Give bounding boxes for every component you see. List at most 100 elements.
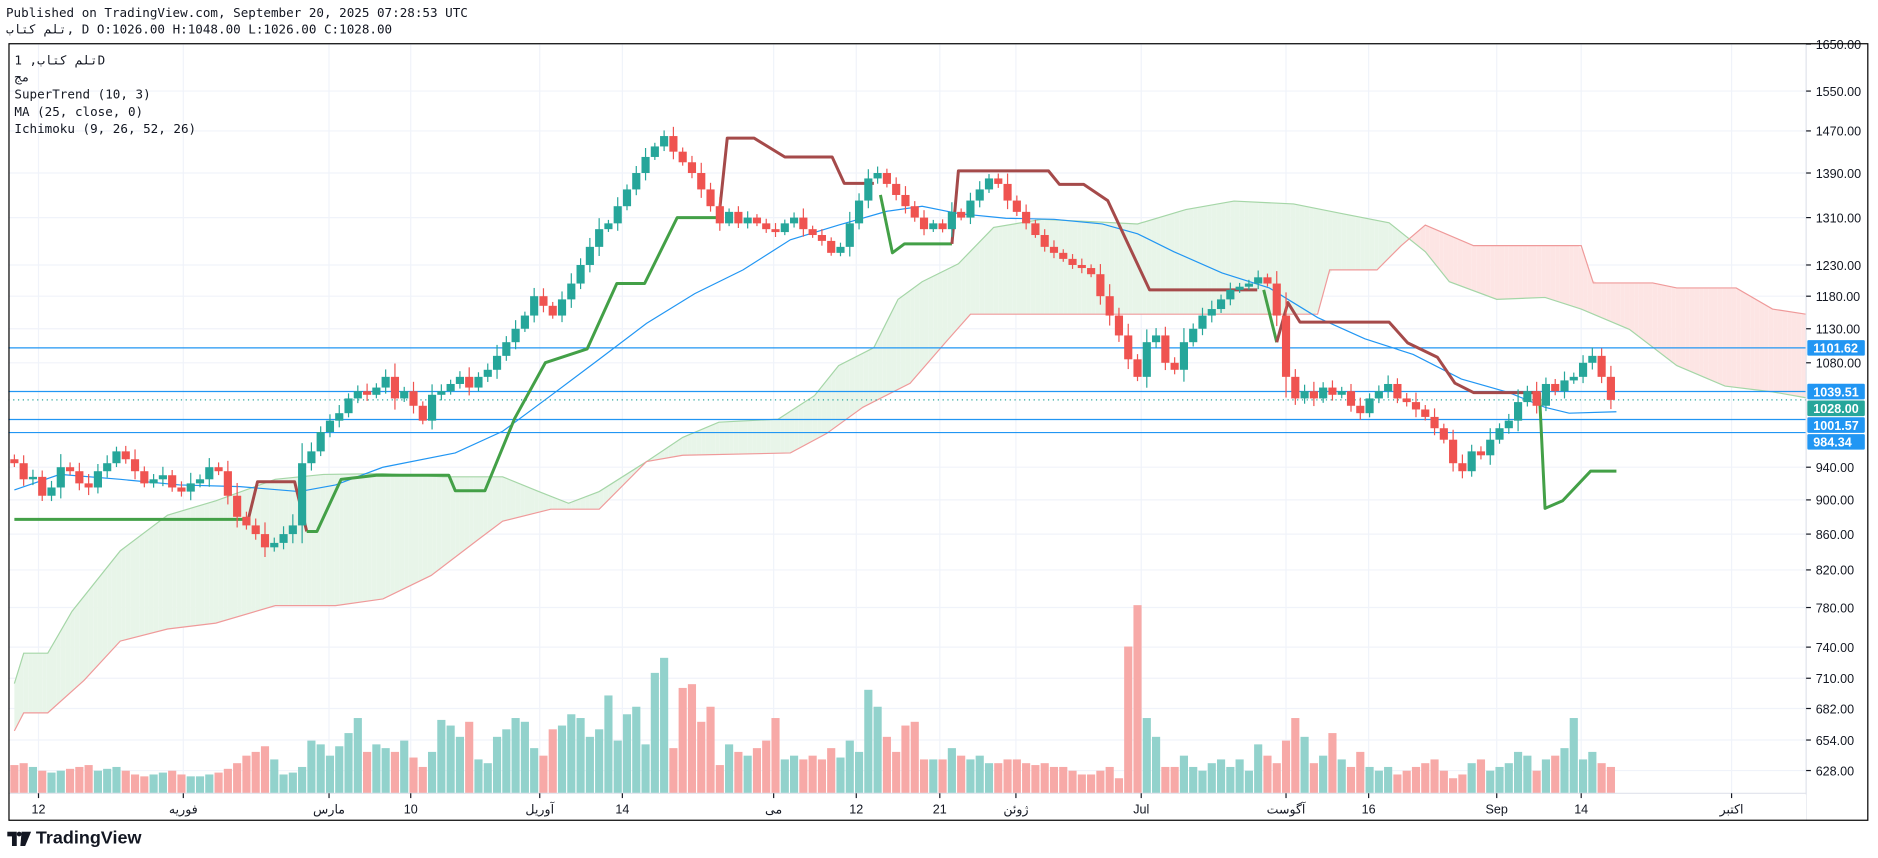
volume-bar xyxy=(270,759,279,794)
ichimoku-cloud-bullish xyxy=(803,399,808,446)
time-tick-label: مارس xyxy=(313,803,345,818)
candle-body xyxy=(1152,335,1161,343)
time-tick-label: 10 xyxy=(404,803,418,817)
volume-bar xyxy=(1012,759,1021,794)
ichimoku-cloud-bearish xyxy=(1518,245,1523,299)
ichimoku-cloud-bullish xyxy=(316,474,321,606)
candle xyxy=(492,344,502,379)
ichimoku-cloud-bearish xyxy=(1643,282,1649,344)
volume-bar xyxy=(1523,755,1532,794)
volume-bar xyxy=(1105,766,1114,794)
ichimoku-cloud-bullish xyxy=(390,474,395,596)
ichimoku-cloud-bearish xyxy=(1726,287,1732,387)
time-tick-label: 16 xyxy=(1362,803,1376,817)
volume-bar xyxy=(817,759,826,794)
volume-bar xyxy=(845,740,854,794)
candle-body xyxy=(771,229,780,233)
ichimoku-cloud-bearish xyxy=(1634,282,1639,337)
price-line-label: 1001.57 xyxy=(1813,419,1858,433)
candle xyxy=(1393,378,1402,404)
ichimoku-cloud-bullish xyxy=(42,653,47,713)
ichimoku-cloud-bullish xyxy=(459,476,465,554)
candle-body xyxy=(47,487,56,496)
candle-body xyxy=(1365,398,1374,414)
legend-supertrend[interactable]: SuperTrend (10, 3) xyxy=(14,87,151,102)
candle-body xyxy=(1384,383,1393,392)
volume-bar xyxy=(994,763,1003,794)
ichimoku-cloud-bearish xyxy=(1740,290,1746,389)
volume-bar xyxy=(1263,755,1272,794)
candle-body xyxy=(1179,342,1188,370)
ichimoku-cloud-bearish xyxy=(1731,287,1737,388)
volume-bar xyxy=(1087,774,1096,794)
candle-body xyxy=(1569,376,1578,381)
candle xyxy=(214,462,223,476)
candle xyxy=(502,336,511,361)
candle-body xyxy=(799,217,808,230)
ichimoku-cloud-bullish xyxy=(223,496,228,621)
volume-bar xyxy=(799,759,808,794)
candle-body xyxy=(762,223,771,230)
candle-body xyxy=(576,264,585,284)
ichimoku-cloud-bullish xyxy=(125,543,131,640)
volume-bar xyxy=(344,733,353,794)
volume-bars xyxy=(10,605,1615,794)
candle-body xyxy=(1514,402,1523,421)
ichimoku-cloud-bearish xyxy=(1759,301,1765,391)
ichimoku-cloud-bullish xyxy=(1118,223,1124,315)
volume-bar xyxy=(1449,778,1458,794)
candle-body xyxy=(260,534,270,548)
ichimoku-cloud-bullish xyxy=(794,405,799,451)
ichimoku-cloud-bullish xyxy=(501,476,507,522)
candle-body xyxy=(1578,362,1588,377)
ichimoku-cloud-bullish xyxy=(589,493,595,510)
time-tick-label: اکتبر xyxy=(1719,803,1744,818)
ichimoku-cloud-bullish xyxy=(738,420,744,455)
ichimoku-cloud-bullish xyxy=(172,512,177,629)
legend-ichimoku[interactable]: Ichimoku (9, 26, 52, 26) xyxy=(14,122,197,137)
candle xyxy=(938,219,947,233)
ichimoku-cloud-bullish xyxy=(733,421,739,455)
candle-body xyxy=(1439,428,1448,440)
volume-bar xyxy=(1244,770,1253,794)
tradingview-logo: TradingView xyxy=(7,828,141,848)
legend-ma[interactable]: MA (25, close, 0) xyxy=(14,105,144,120)
candle-body xyxy=(233,495,242,517)
ichimoku-cloud-bullish xyxy=(1332,211,1338,270)
volume-bar xyxy=(827,748,836,794)
price-tick-label: 780.00 xyxy=(1816,601,1854,615)
volume-bar xyxy=(1384,766,1393,794)
volume-bar xyxy=(1142,718,1151,794)
ichimoku-cloud-bullish xyxy=(190,506,196,627)
candle xyxy=(1588,347,1597,370)
ichimoku-cloud-bullish xyxy=(121,546,126,641)
candle-body xyxy=(483,369,492,377)
candle xyxy=(390,363,400,410)
ichimoku-cloud-bullish xyxy=(162,515,168,631)
volume-bar xyxy=(1022,763,1031,794)
candle-body xyxy=(502,342,511,356)
ichimoku-cloud-bullish xyxy=(404,474,409,589)
ichimoku-cloud-bullish xyxy=(427,476,433,578)
candle-body xyxy=(1597,355,1606,377)
volume-bar xyxy=(325,755,335,794)
time-tick-label: آگوست xyxy=(1267,801,1307,818)
ichimoku-cloud-bearish xyxy=(1592,279,1597,316)
candle xyxy=(186,472,195,501)
ichimoku-cloud-bullish xyxy=(835,364,841,427)
candle xyxy=(687,155,697,179)
candle-body xyxy=(279,534,288,543)
ichimoku-cloud-bullish xyxy=(710,423,716,455)
candle xyxy=(455,371,464,389)
volume-bar xyxy=(168,770,177,794)
candle-body xyxy=(780,223,789,233)
candle xyxy=(1328,380,1337,401)
ichimoku-cloud-bullish xyxy=(464,476,470,550)
candle xyxy=(548,301,557,319)
ichimoku-cloud-bullish xyxy=(886,312,892,395)
candle-body xyxy=(1411,402,1421,410)
candle xyxy=(75,462,84,491)
ichimoku-cloud-bullish xyxy=(181,509,187,628)
ma-line xyxy=(14,205,1617,493)
